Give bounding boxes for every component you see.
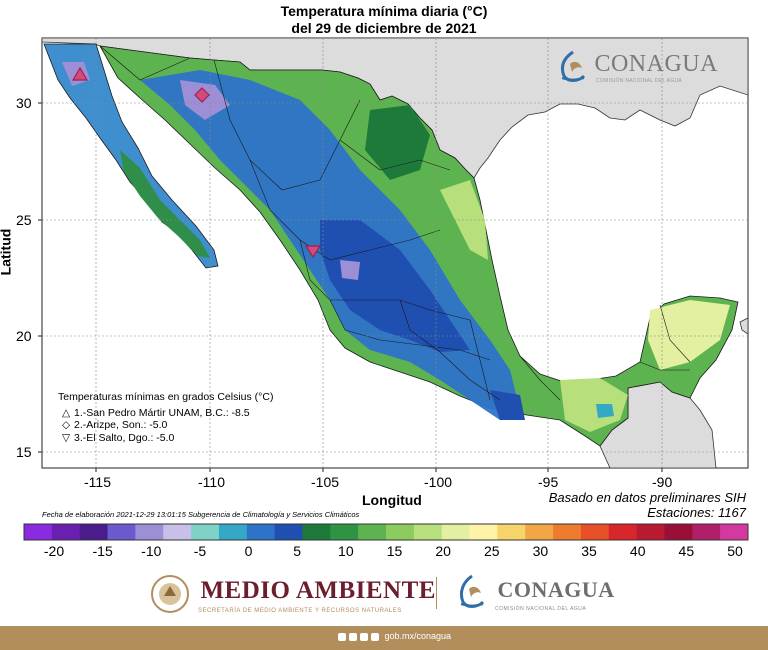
legend-item-text: 1.-San Pedro Mártir UNAM, B.C.: -8.5 — [74, 406, 250, 419]
colorbar-swatch — [386, 524, 415, 540]
colorbar — [23, 523, 749, 541]
colorbar-swatch — [497, 524, 526, 540]
station-marker-san-pedro-martir — [71, 66, 89, 81]
triangle-down-icon: ▽ — [62, 431, 71, 444]
logo-divider — [436, 577, 437, 609]
gridlines — [42, 38, 748, 468]
station-marker-el-salto — [304, 245, 322, 259]
conagua-bottom-subtitle: COMISIÓN NACIONAL DEL AGUA — [495, 606, 587, 612]
state-borders — [99, 45, 691, 401]
colorbar-tick-label: 10 — [338, 543, 354, 559]
y-tick-label: 20 — [16, 328, 32, 344]
diamond-icon: ◇ — [62, 419, 71, 431]
facebook-icon[interactable] — [338, 632, 346, 641]
data-source-note: Basado en datos preliminares SIH — [548, 490, 746, 505]
youtube-icon[interactable] — [371, 632, 379, 641]
colorbar-swatch — [330, 524, 359, 540]
colorbar-swatch — [580, 524, 610, 540]
conagua-emblem-icon — [560, 50, 586, 82]
colorbar-tick-label: -15 — [92, 543, 113, 559]
x-tick-label: -105 — [311, 474, 340, 490]
conagua-bottom-title: CONAGUA — [497, 577, 615, 603]
colorbar-swatch — [692, 524, 721, 540]
conagua-logo-text: CONAGUA — [594, 51, 718, 78]
stations-count: Estaciones: 1167 — [647, 505, 746, 520]
legend-item-text: 3.-El Salto, Dgo.: -5.0 — [74, 431, 175, 444]
x-tick-label: -90 — [652, 474, 673, 490]
colorbar-swatch — [51, 524, 81, 540]
colorbar-swatch — [135, 524, 164, 540]
y-tick-label: 25 — [16, 212, 32, 228]
colorbar-swatch — [302, 524, 331, 540]
cuba-landmass — [739, 317, 748, 335]
colorbar-tick-label: -5 — [193, 543, 207, 559]
y-tick-label: 30 — [16, 95, 32, 111]
colorbar-swatch — [274, 524, 303, 540]
legend-item: ▽ 3.-El Salto, Dgo.: -5.0 — [58, 432, 273, 445]
colorbar-tick-label: 45 — [678, 543, 695, 559]
x-tick-label: -115 — [84, 474, 111, 490]
map-title: Temperatura mínima diaria (°C) — [280, 3, 488, 19]
colorbar-swatch — [608, 524, 638, 540]
colorbar-swatch — [441, 524, 471, 540]
colorbar-tick-label: 20 — [435, 543, 451, 559]
baja-california — [43, 43, 219, 269]
colorbar-tick-label: 0 — [244, 543, 253, 559]
colorbar-swatch — [664, 524, 693, 540]
station-legend: Temperaturas mínimas en grados Celsius (… — [58, 391, 273, 444]
x-axis-title: Longitud — [362, 492, 422, 508]
legend-item: △ 1.-San Pedro Mártir UNAM, B.C.: -8.5 — [58, 407, 273, 420]
colorbar-tick-label: 40 — [629, 543, 646, 559]
colorbar-border — [23, 523, 749, 541]
colorbar-swatch — [191, 524, 220, 540]
triangle-up-icon: △ — [62, 406, 71, 419]
medio-ambiente-logo: MEDIO AMBIENTE SECRETARÍA DE MEDIO AMBIE… — [150, 574, 436, 614]
colorbar-tick-label: 25 — [483, 543, 500, 559]
x-tick-label: -110 — [198, 474, 225, 490]
colorbar-tick-label: -20 — [43, 543, 65, 559]
colorbar-tick-label: -10 — [141, 543, 162, 559]
creation-date-note: Fecha de elaboración 2021-12-29 13:01:15… — [42, 510, 360, 519]
colorbar-tick-label: 50 — [727, 543, 743, 559]
colorbar-tick-label: 5 — [293, 543, 302, 559]
colorbar-swatch — [79, 524, 109, 540]
colorbar-swatch — [163, 524, 192, 540]
footer-bar: gob.mx/conagua — [0, 626, 768, 650]
colorbar-swatch — [413, 524, 443, 540]
footer-url-link[interactable]: gob.mx/conagua — [384, 631, 452, 641]
colorbar-swatch — [469, 524, 498, 540]
x-tick-label: -95 — [538, 474, 559, 490]
y-axis-title: Latitud — [0, 228, 14, 276]
mexico-seal-icon — [151, 575, 189, 613]
medio-ambiente-title: MEDIO AMBIENTE — [200, 577, 436, 605]
conagua-logo-subtext: COMISIÓN NACIONAL DEL AGUA — [596, 78, 683, 84]
colorbar-swatch — [246, 524, 276, 540]
y-tick-label: 15 — [16, 444, 32, 460]
colorbar-swatch — [525, 524, 554, 540]
colorbar-swatch — [720, 524, 749, 540]
colorbar-swatch — [553, 524, 582, 540]
map-subtitle: del 29 de diciembre de 2021 — [291, 20, 477, 36]
legend-item: ◇ 2.-Arizpe, Son.: -5.0 — [58, 419, 273, 432]
instagram-icon[interactable] — [360, 632, 368, 641]
legend-heading: Temperaturas mínimas en grados Celsius (… — [58, 391, 274, 403]
station-marker-arizpe — [194, 87, 210, 103]
colorbar-swatch — [358, 524, 387, 540]
conagua-logo: CONAGUA COMISIÓN NACIONAL DEL AGUA — [556, 50, 718, 84]
colorbar-swatch — [24, 524, 53, 540]
conagua-emblem-icon — [459, 574, 485, 608]
colorbar-swatch — [636, 524, 665, 540]
colorbar-tick-label: 35 — [581, 543, 597, 559]
medio-ambiente-subtitle: SECRETARÍA DE MEDIO AMBIENTE Y RECURSOS … — [198, 608, 402, 614]
twitter-icon[interactable] — [349, 632, 357, 641]
conagua-logo-bottom: CONAGUA COMISIÓN NACIONAL DEL AGUA — [455, 574, 615, 612]
colorbar-tick-label: 30 — [532, 543, 549, 559]
legend-item-text: 2.-Arizpe, Son.: -5.0 — [74, 419, 168, 431]
colorbar-swatch — [107, 524, 136, 540]
x-tick-label: -100 — [424, 474, 453, 490]
colorbar-swatch — [218, 524, 248, 540]
colorbar-tick-label: 15 — [386, 543, 403, 559]
